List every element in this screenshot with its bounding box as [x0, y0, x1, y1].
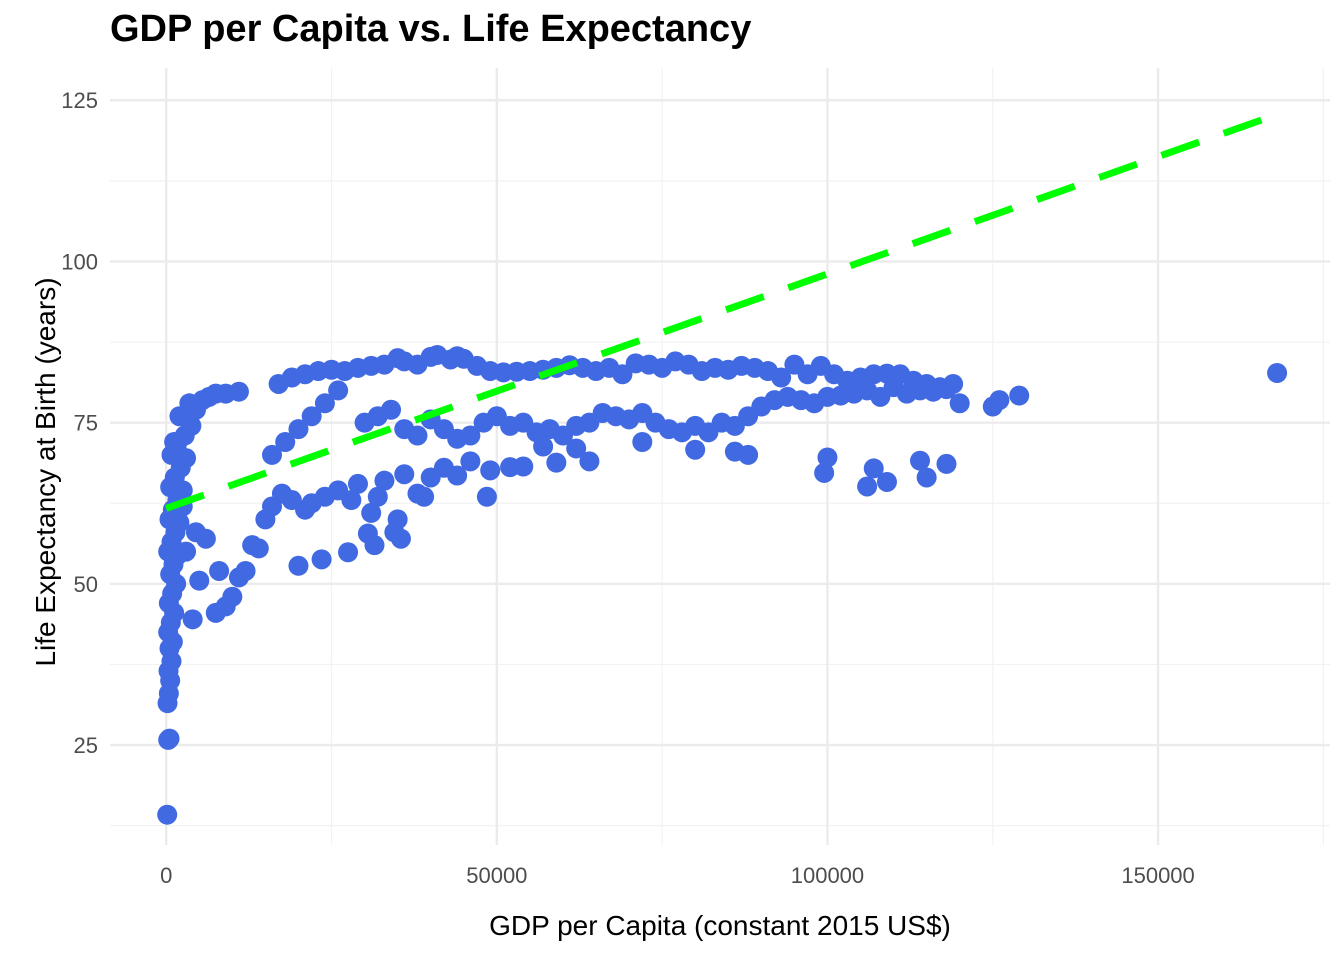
grid — [110, 68, 1330, 845]
data-point — [347, 473, 368, 494]
data-point — [179, 393, 200, 414]
data-point — [876, 471, 897, 492]
data-point — [357, 523, 378, 544]
data-point — [579, 451, 600, 472]
data-point — [301, 406, 322, 427]
y-tick-label: 75 — [74, 411, 98, 436]
data-point — [612, 364, 633, 385]
data-point — [288, 419, 309, 440]
data-point — [936, 379, 957, 400]
data-point — [328, 380, 349, 401]
data-point — [195, 528, 216, 549]
data-point — [513, 456, 534, 477]
data-point — [182, 609, 203, 630]
data-point — [910, 450, 931, 471]
data-point — [374, 470, 395, 491]
data-point — [394, 464, 415, 485]
data-point — [381, 399, 402, 420]
data-point — [189, 570, 210, 591]
data-point — [390, 528, 411, 549]
data-point — [387, 509, 408, 530]
data-point — [176, 541, 197, 562]
data-point — [476, 486, 497, 507]
chart-title: GDP per Capita vs. Life Expectancy — [110, 8, 752, 50]
data-point — [546, 452, 567, 473]
y-tick-label: 25 — [74, 733, 98, 758]
data-point — [936, 453, 957, 474]
data-point — [814, 462, 835, 483]
data-point — [367, 486, 388, 507]
data-point — [460, 451, 481, 472]
data-point — [480, 460, 501, 481]
data-point — [164, 431, 185, 452]
data-point — [685, 439, 706, 460]
data-point — [228, 381, 249, 402]
data-point — [771, 367, 792, 388]
data-point — [341, 490, 362, 511]
data-point — [361, 502, 382, 523]
x-tick-label: 50000 — [466, 863, 527, 888]
data-point — [222, 586, 243, 607]
x-axis-label: GDP per Capita (constant 2015 US$) — [489, 910, 951, 941]
data-point — [863, 458, 884, 479]
data-point — [989, 390, 1010, 411]
trend-line — [165, 111, 1279, 512]
y-tick-label: 125 — [61, 88, 98, 113]
data-points — [157, 344, 1288, 825]
data-point — [1267, 362, 1288, 383]
data-point — [288, 555, 309, 576]
y-tick-label: 100 — [61, 249, 98, 274]
data-point — [275, 431, 296, 452]
data-point — [248, 538, 269, 559]
data-point — [1009, 385, 1030, 406]
data-point — [235, 560, 256, 581]
data-point — [566, 438, 587, 459]
axis-ticks: 0 50000 100000 150000 25 50 75 100 125 — [61, 88, 1195, 888]
data-point — [447, 465, 468, 486]
x-tick-label: 0 — [160, 863, 172, 888]
data-point — [338, 542, 359, 563]
data-point — [407, 425, 428, 446]
trend-line-layer — [165, 111, 1279, 512]
data-point — [159, 728, 180, 749]
x-tick-label: 150000 — [1121, 863, 1194, 888]
x-tick-label: 100000 — [791, 863, 864, 888]
data-point — [949, 393, 970, 414]
data-point — [262, 444, 283, 465]
y-axis-label: Life Expectancy at Birth (years) — [30, 277, 61, 667]
data-point — [738, 444, 759, 465]
data-point — [916, 467, 937, 488]
data-point — [157, 804, 178, 825]
data-point — [314, 393, 335, 414]
data-point — [857, 476, 878, 497]
y-tick-label: 50 — [74, 572, 98, 597]
data-point — [632, 431, 653, 452]
data-point — [311, 549, 332, 570]
data-point — [414, 486, 435, 507]
data-point — [817, 447, 838, 468]
data-point — [460, 425, 481, 446]
data-point — [209, 560, 230, 581]
